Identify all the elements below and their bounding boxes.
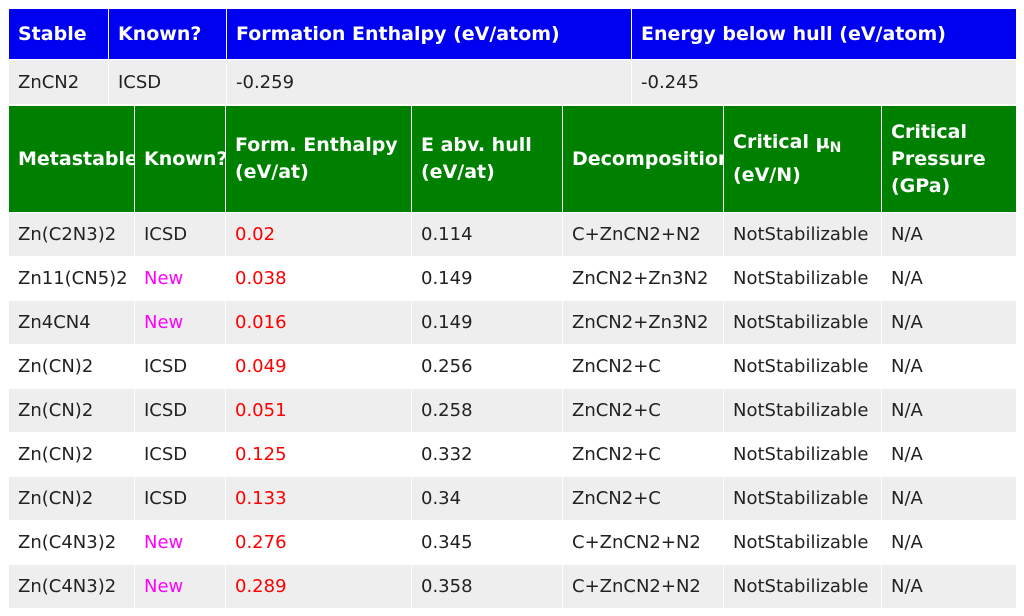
metastable-body: Zn(C2N3)2 ICSD 0.02 0.114 C+ZnCN2+N2 NotStabi… bbox=[8, 212, 1017, 609]
table-row: Zn(C4N3)2 New 0.289 0.358 C+ZnCN2+N2 NotStabi… bbox=[8, 564, 1017, 609]
stable-row: ZnCN2 ICSD -0.259 -0.245 bbox=[8, 59, 1017, 105]
form-enthalpy-header-cell: Form. Enthalpy (eV/at) bbox=[225, 105, 412, 213]
critical-mu-cell: NotStabilizable bbox=[723, 344, 882, 389]
form-enthalpy-cell: 0.125 bbox=[225, 432, 412, 477]
form-enthalpy-cell: 0.02 bbox=[225, 212, 412, 257]
form-enthalpy-cell: 0.289 bbox=[225, 564, 412, 609]
table-row: Zn(CN)2 ICSD 0.051 0.258 ZnCN2+C NotStabiliza… bbox=[8, 388, 1017, 433]
critical-pressure-cell: N/A bbox=[881, 476, 1017, 521]
decomposition-header-cell: Decomposition bbox=[562, 105, 724, 213]
table-row: Zn(CN)2 ICSD 0.049 0.256 ZnCN2+C NotStabiliza… bbox=[8, 344, 1017, 389]
known-cell: New bbox=[134, 300, 226, 345]
known-cell: New bbox=[134, 256, 226, 301]
known-cell: ICSD bbox=[134, 212, 226, 257]
stable-table: Stable Known? Formation Enthalpy (eV/ato… bbox=[8, 8, 1017, 105]
critical-mu-cell: NotStabilizable bbox=[723, 256, 882, 301]
critical-mu-unit: (eV/N) bbox=[733, 164, 801, 186]
e-abv-hull-cell: 0.256 bbox=[411, 344, 563, 389]
e-abv-hull-cell: 0.332 bbox=[411, 432, 563, 477]
stable-known-cell: ICSD bbox=[108, 59, 227, 105]
critical-pressure-cell: N/A bbox=[881, 256, 1017, 301]
known-header-cell: Known? bbox=[108, 8, 227, 60]
compound-cell: Zn(C2N3)2 bbox=[8, 212, 135, 257]
critical-pressure-header-cell: Critical Pressure (GPa) bbox=[881, 105, 1017, 213]
compound-cell: Zn4CN4 bbox=[8, 300, 135, 345]
decomposition-cell: ZnCN2+Zn3N2 bbox=[562, 256, 724, 301]
compound-cell: Zn(C4N3)2 bbox=[8, 520, 135, 565]
decomposition-cell: ZnCN2+C bbox=[562, 344, 724, 389]
table-row: Zn(CN)2 ICSD 0.125 0.332 ZnCN2+C NotStabiliza… bbox=[8, 432, 1017, 477]
critical-pressure-cell: N/A bbox=[881, 432, 1017, 477]
decomposition-cell: ZnCN2+C bbox=[562, 476, 724, 521]
decomposition-cell: C+ZnCN2+N2 bbox=[562, 564, 724, 609]
stable-enthalpy-cell: -0.259 bbox=[226, 59, 632, 105]
e-abv-hull-cell: 0.149 bbox=[411, 256, 563, 301]
table-row: Zn(CN)2 ICSD 0.133 0.34 ZnCN2+C NotStabilizab… bbox=[8, 476, 1017, 521]
e-abv-hull-cell: 0.149 bbox=[411, 300, 563, 345]
critical-mu-cell: NotStabilizable bbox=[723, 300, 882, 345]
e-abv-hull-cell: 0.258 bbox=[411, 388, 563, 433]
critical-mu-cell: NotStabilizable bbox=[723, 476, 882, 521]
table-row: Zn4CN4 New 0.016 0.149 ZnCN2+Zn3N2 NotStabili… bbox=[8, 300, 1017, 345]
critical-mu-header-cell: Critical μN (eV/N) bbox=[723, 105, 882, 213]
critical-pressure-cell: N/A bbox=[881, 564, 1017, 609]
form-enthalpy-cell: 0.133 bbox=[225, 476, 412, 521]
known-cell: ICSD bbox=[134, 476, 226, 521]
compound-cell: Zn(C4N3)2 bbox=[8, 564, 135, 609]
decomposition-cell: C+ZnCN2+N2 bbox=[562, 212, 724, 257]
known-cell: ICSD bbox=[134, 388, 226, 433]
critical-pressure-cell: N/A bbox=[881, 212, 1017, 257]
e-abv-hull-cell: 0.345 bbox=[411, 520, 563, 565]
known-cell: New bbox=[134, 564, 226, 609]
critical-mu-cell: NotStabilizable bbox=[723, 388, 882, 433]
form-enthalpy-cell: 0.276 bbox=[225, 520, 412, 565]
critical-pressure-cell: N/A bbox=[881, 388, 1017, 433]
decomposition-cell: ZnCN2+C bbox=[562, 432, 724, 477]
stable-header-row: Stable Known? Formation Enthalpy (eV/ato… bbox=[8, 8, 1017, 60]
stable-header-cell: Stable bbox=[8, 8, 109, 60]
critical-mu-cell: NotStabilizable bbox=[723, 212, 882, 257]
compound-cell: Zn(CN)2 bbox=[8, 344, 135, 389]
critical-pressure-cell: N/A bbox=[881, 300, 1017, 345]
decomposition-cell: ZnCN2+C bbox=[562, 388, 724, 433]
known-cell: ICSD bbox=[134, 344, 226, 389]
known-cell: New bbox=[134, 520, 226, 565]
formation-enthalpy-header-cell: Formation Enthalpy (eV/atom) bbox=[226, 8, 632, 60]
e-abv-hull-cell: 0.114 bbox=[411, 212, 563, 257]
form-enthalpy-cell: 0.051 bbox=[225, 388, 412, 433]
metastable-header-cell: Metastable bbox=[8, 105, 135, 213]
stable-hull-cell: -0.245 bbox=[631, 59, 1017, 105]
table-row: Zn(C2N3)2 ICSD 0.02 0.114 C+ZnCN2+N2 NotStabi… bbox=[8, 212, 1017, 257]
e-abv-hull-cell: 0.358 bbox=[411, 564, 563, 609]
critical-mu-cell: NotStabilizable bbox=[723, 520, 882, 565]
table-row: Zn11(CN5)2 New 0.038 0.149 ZnCN2+Zn3N2 NotSta… bbox=[8, 256, 1017, 301]
metastable-header-row: Metastable Known? Form. Enthalpy (eV/at)… bbox=[8, 105, 1017, 213]
form-enthalpy-cell: 0.038 bbox=[225, 256, 412, 301]
decomposition-cell: C+ZnCN2+N2 bbox=[562, 520, 724, 565]
critical-pressure-cell: N/A bbox=[881, 520, 1017, 565]
compound-cell: Zn11(CN5)2 bbox=[8, 256, 135, 301]
form-enthalpy-cell: 0.016 bbox=[225, 300, 412, 345]
stable-compound-cell: ZnCN2 bbox=[8, 59, 109, 105]
decomposition-cell: ZnCN2+Zn3N2 bbox=[562, 300, 724, 345]
metastable-table: Metastable Known? Form. Enthalpy (eV/at)… bbox=[8, 105, 1017, 609]
compound-cell: Zn(CN)2 bbox=[8, 388, 135, 433]
e-abv-hull-cell: 0.34 bbox=[411, 476, 563, 521]
critical-mu-subscript: N bbox=[829, 140, 842, 156]
table-row: Zn(C4N3)2 New 0.276 0.345 C+ZnCN2+N2 NotStabi… bbox=[8, 520, 1017, 565]
form-enthalpy-cell: 0.049 bbox=[225, 344, 412, 389]
compound-cell: Zn(CN)2 bbox=[8, 476, 135, 521]
compound-cell: Zn(CN)2 bbox=[8, 432, 135, 477]
critical-mu-cell: NotStabilizable bbox=[723, 564, 882, 609]
known-header-cell: Known? bbox=[134, 105, 226, 213]
critical-mu-cell: NotStabilizable bbox=[723, 432, 882, 477]
known-cell: ICSD bbox=[134, 432, 226, 477]
critical-mu-label: Critical μ bbox=[733, 131, 830, 153]
energy-below-hull-header-cell: Energy below hull (eV/atom) bbox=[631, 8, 1017, 60]
critical-pressure-cell: N/A bbox=[881, 344, 1017, 389]
e-abv-hull-header-cell: E abv. hull (eV/at) bbox=[411, 105, 563, 213]
